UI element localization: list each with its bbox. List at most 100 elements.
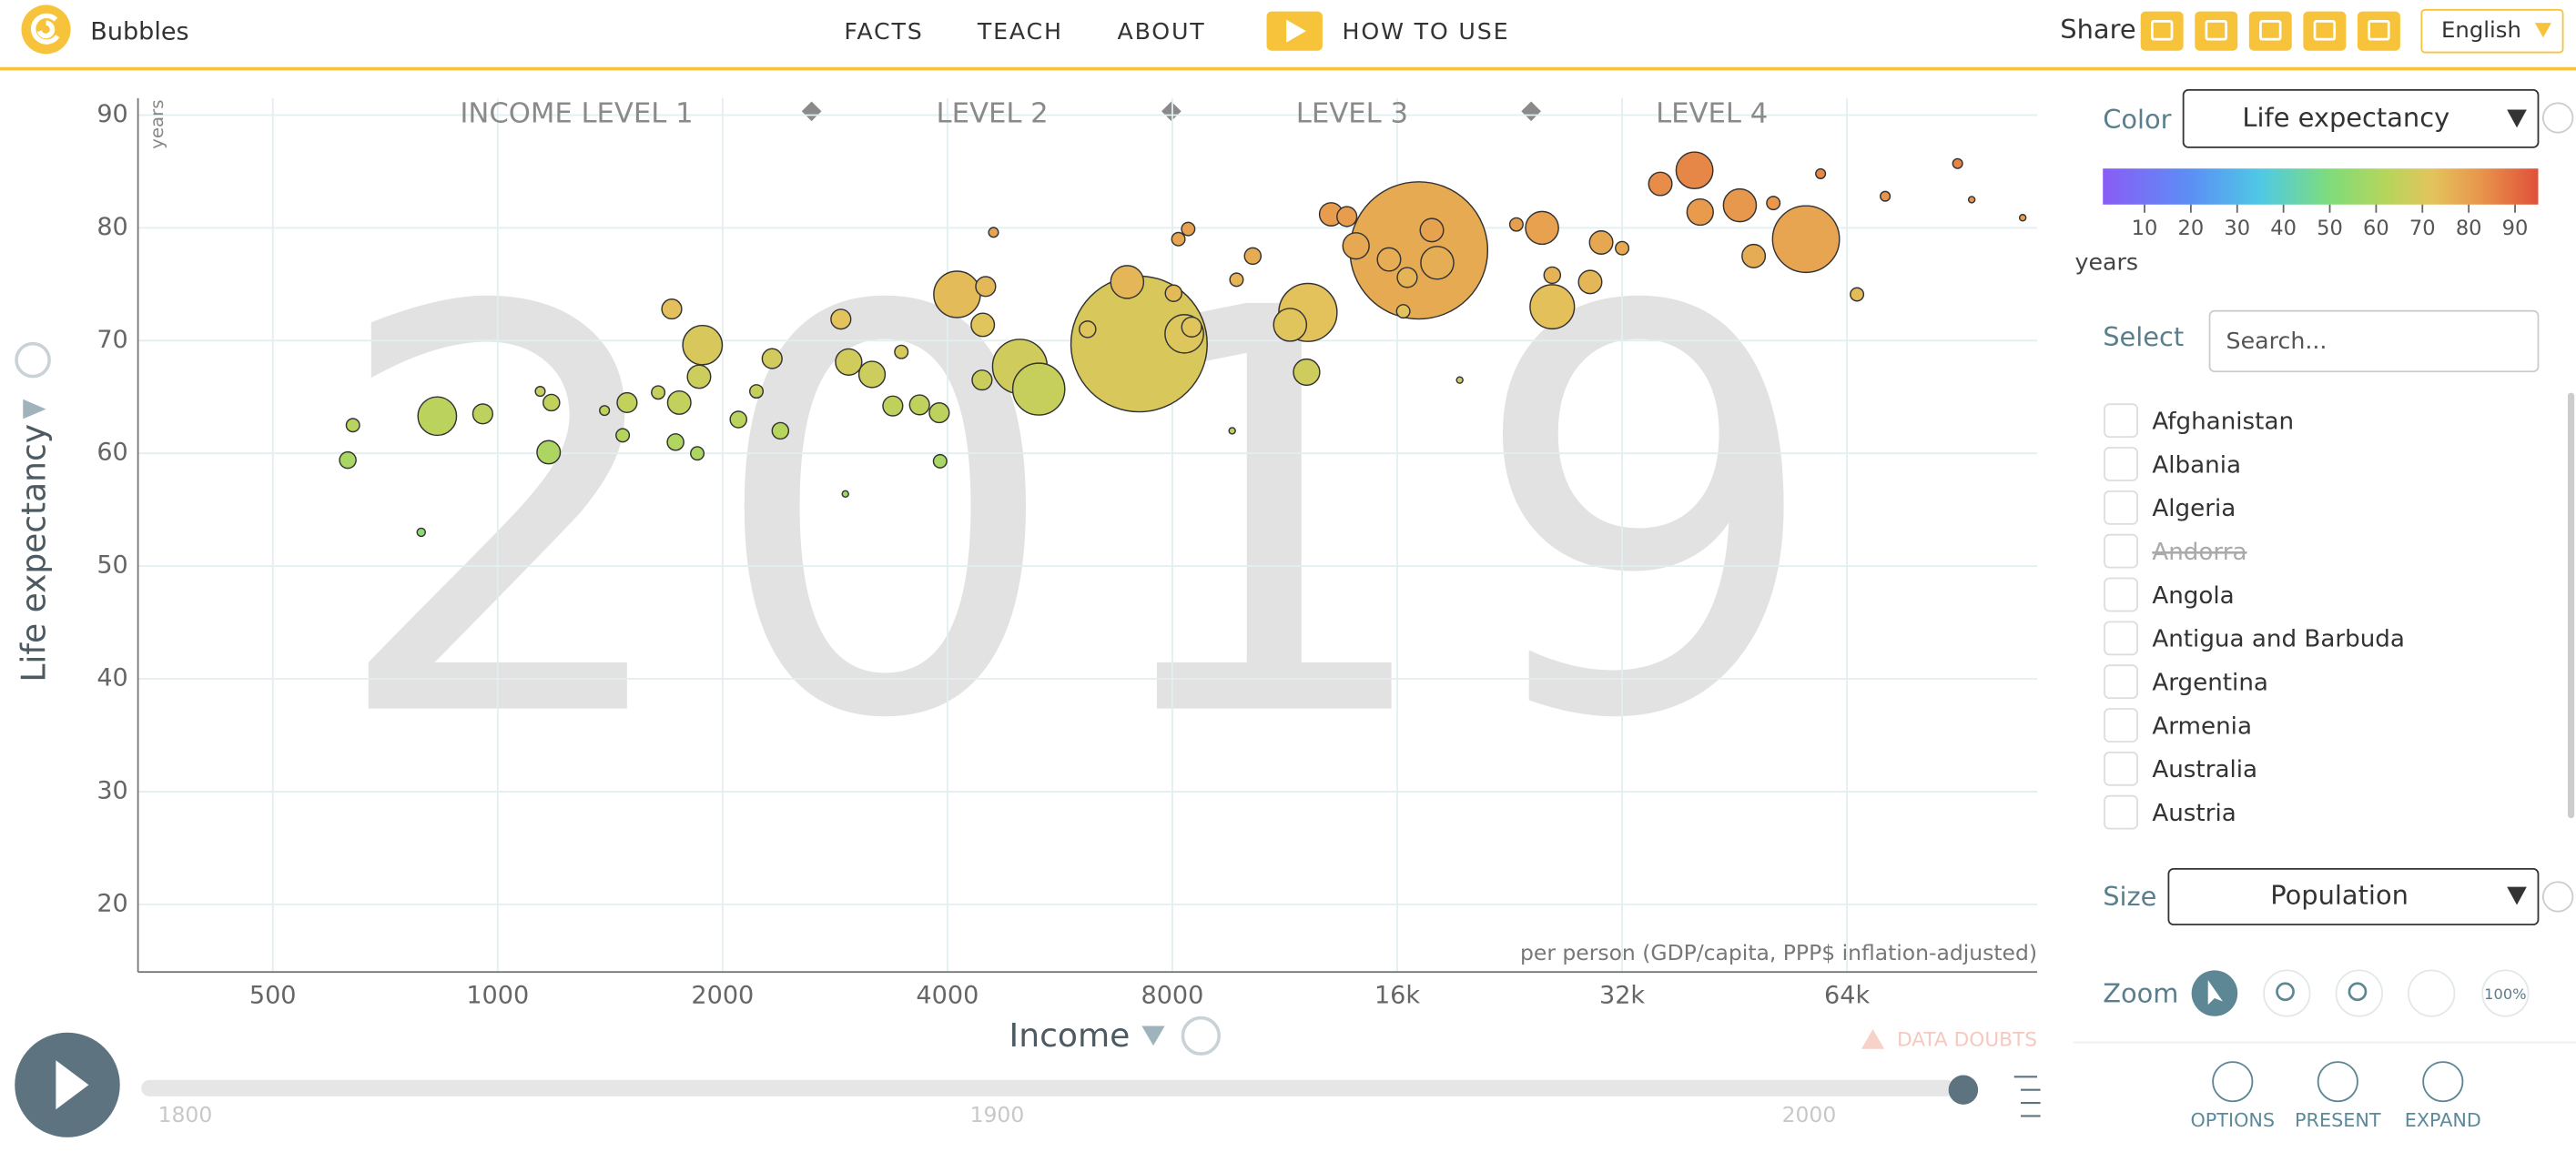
bubble[interactable] [1171,231,1186,247]
language[interactable]: English [2441,16,2521,43]
bubble[interactable] [1967,196,1976,204]
language-select[interactable] [2420,8,2564,54]
bubble[interactable] [2018,214,2027,222]
y-help[interactable] [15,341,51,379]
bubble[interactable] [1164,284,1183,302]
bubble[interactable] [686,364,712,389]
bubble[interactable] [933,270,981,318]
timeline-handle[interactable] [1948,1075,1979,1105]
bubble[interactable] [1419,217,1445,243]
bubble[interactable] [1525,210,1559,246]
bubble[interactable] [761,348,783,369]
country-name[interactable]: Albania [2152,451,2241,479]
bubble[interactable] [771,421,790,440]
bubble[interactable] [599,405,611,417]
checkbox[interactable] [2104,708,2139,743]
bubble[interactable] [1952,157,1963,169]
bubble[interactable] [1648,171,1673,197]
bubble[interactable] [666,433,685,451]
nav-link[interactable]: ABOUT [1118,18,1206,45]
bubble[interactable] [1508,217,1524,232]
bubble[interactable] [1181,316,1202,338]
size-help[interactable] [2542,881,2574,913]
bubble[interactable] [666,389,692,415]
share-button[interactable] [2357,11,2400,51]
bubble[interactable] [1741,243,1767,268]
checkbox[interactable] [2104,447,2139,481]
bubble[interactable] [682,324,724,366]
bubble[interactable] [928,402,950,424]
bubble[interactable] [894,344,909,359]
bubble[interactable] [417,396,458,437]
zoom-out[interactable] [2335,969,2383,1017]
country-name[interactable]: Angola [2152,582,2234,610]
y-axis-label[interactable]: Life expectancy [16,424,54,682]
bubble[interactable] [1079,320,1097,339]
country-name[interactable]: Antigua and Barbuda [2152,626,2405,653]
logo[interactable] [21,5,71,55]
bubble[interactable] [1273,308,1308,342]
checkbox[interactable] [2104,664,2139,700]
panel-button-label[interactable]: EXPAND [2405,1109,2481,1131]
bubble[interactable] [615,428,631,443]
bubble[interactable] [1181,221,1196,237]
color-legend-bar[interactable] [2103,168,2539,205]
bubble[interactable] [1349,181,1489,320]
size-dropdown[interactable] [2167,867,2540,925]
bubble[interactable] [1880,190,1891,202]
bubble[interactable] [1815,167,1827,179]
timeline-flag[interactable] [2013,1076,2041,1117]
bubble[interactable] [1543,266,1562,285]
search-box[interactable] [2208,309,2540,373]
bubble[interactable] [971,369,993,391]
bubble[interactable] [975,276,997,298]
checkbox[interactable] [2104,490,2139,525]
color-indicator[interactable]: Life expectancy [2242,102,2449,133]
bubble[interactable] [1376,247,1402,272]
bubble[interactable] [472,403,493,425]
checkbox[interactable] [2104,533,2139,569]
warning-icon[interactable] [1861,1029,1885,1049]
share-button[interactable] [2140,11,2184,51]
x-axis-label[interactable]: Income [1009,1017,1131,1055]
zoom-reset-label[interactable]: 100% [2484,985,2526,1003]
panel-button-label[interactable]: PRESENT [2295,1109,2381,1131]
size-indicator[interactable]: Population [2270,880,2409,911]
checkbox[interactable] [2104,403,2139,439]
bubble[interactable] [345,418,360,433]
bubble[interactable] [1396,267,1418,288]
zoom-reset[interactable] [2481,969,2530,1017]
bubble[interactable] [616,391,638,414]
bubble[interactable] [882,395,904,417]
bubble[interactable] [534,386,546,398]
timeline-track[interactable] [141,1079,1955,1096]
options-icon[interactable] [2212,1061,2254,1103]
expand-icon[interactable] [2422,1061,2464,1103]
y-axis-menu[interactable] [23,399,46,419]
bubble[interactable] [1336,206,1358,227]
bubble[interactable] [835,348,863,376]
bubble[interactable] [1588,230,1614,255]
country-name[interactable]: Austria [2152,800,2236,827]
x-axis-menu[interactable] [1141,1026,1165,1046]
bubble[interactable] [841,490,849,499]
bubble[interactable] [1420,246,1455,280]
x-help[interactable] [1181,1016,1222,1056]
bubble[interactable] [1766,196,1781,211]
bubble[interactable] [1850,287,1865,302]
country-name[interactable]: Argentina [2152,669,2268,696]
bubble[interactable] [988,227,999,238]
checkbox[interactable] [2104,794,2139,830]
share-button[interactable] [2195,11,2238,51]
bubble[interactable] [1615,240,1630,256]
bubble[interactable] [661,298,683,320]
bubble[interactable] [1455,376,1464,384]
bubble[interactable] [543,393,561,412]
bubble[interactable] [1293,358,1321,387]
bubble[interactable] [729,410,747,429]
share-button[interactable] [2303,11,2347,51]
bubble[interactable] [1529,284,1576,330]
bubble[interactable] [1686,197,1714,227]
bubble[interactable] [1110,265,1145,299]
nav-link[interactable]: TEACH [977,18,1063,45]
